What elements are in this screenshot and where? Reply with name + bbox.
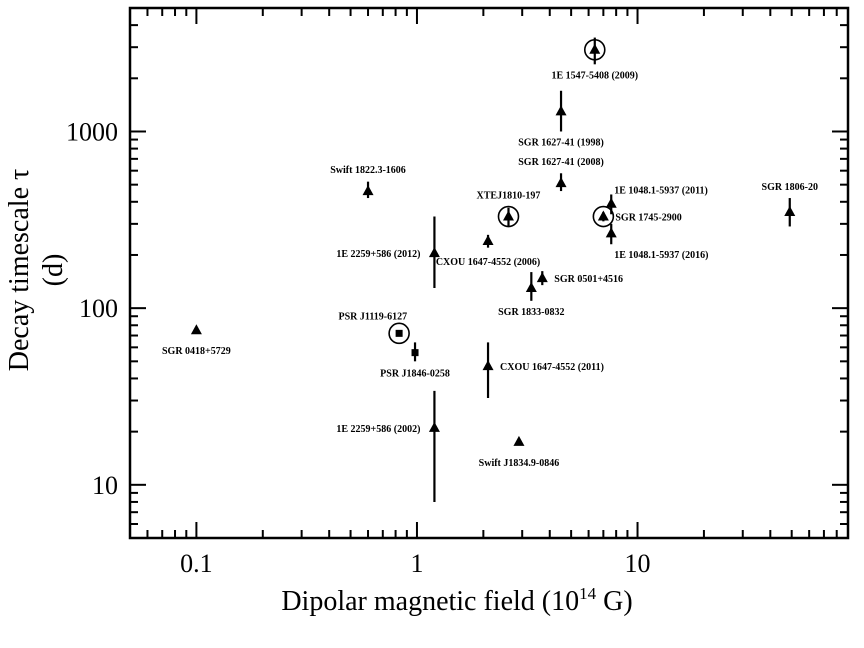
data-point [525,272,537,301]
point-label: Swift J1834.9-0846 [479,458,560,469]
data-point [555,90,567,132]
circle-highlight [592,205,615,228]
triangle-marker [482,360,494,371]
data-point [497,205,520,228]
circle-highlight [497,205,520,228]
x-tick-label: 1 [410,549,423,578]
y-tick-label: 10 [92,471,118,500]
triangle-marker [525,282,537,293]
x-tick-label: 0.1 [180,549,213,578]
data-point [428,216,440,289]
triangle-marker [428,421,440,432]
data-points [190,37,796,502]
data-point [536,271,548,286]
data-point [428,390,440,502]
triangle-marker [482,234,494,245]
point-label: Swift 1822.3-1606 [330,165,406,176]
y-tick-label: 1000 [66,117,118,146]
triangle-marker [784,206,796,217]
y-axis-title-line2: (d) [38,254,69,287]
triangle-marker [605,227,617,238]
plot-frame [128,6,850,540]
square-marker [411,349,419,357]
point-labels: 1E 1547-5408 (2009) SGR 1627-41 (1998) Swi… [162,70,818,469]
circle-highlight [583,38,606,61]
point-label: 1E 1048.1-5937 (2016) [614,250,708,261]
x-axis: 0.1 1 10 [129,8,849,578]
point-label: PSR J1846-0258 [380,369,450,380]
data-point [784,198,796,227]
triangle-marker [597,210,609,221]
data-point [411,342,419,362]
point-label: SGR 1745-2900 [615,213,681,224]
data-point [482,234,494,248]
point-label: XTEJ1810-197 [477,191,541,202]
y-tick-label: 100 [79,294,118,323]
point-label: SGR 1806-20 [762,182,818,193]
triangle-marker [513,435,525,446]
point-label: 1E 1048.1-5937 (2011) [614,185,708,196]
triangle-marker [502,210,514,221]
data-point [190,324,202,335]
y-axis: 10 100 1000 [66,7,848,539]
circle-highlight [388,322,410,345]
triangle-marker [555,177,567,188]
triangle-marker [190,324,202,335]
y-axis-title-line1: Decay timescale τ [4,169,35,371]
point-label: CXOU 1647-4552 (2006) [436,257,540,268]
triangle-marker [536,272,548,283]
triangle-marker [428,247,440,258]
square-marker [395,329,403,337]
point-label: SGR 0501+4516 [554,274,623,285]
triangle-marker [362,185,374,196]
point-label: SGR 1833-0832 [498,307,564,318]
point-label: SGR 1627-41 (1998) [518,137,604,148]
triangle-marker [589,43,601,54]
point-label: 1E 1547-5408 (2009) [551,70,638,81]
point-label: SGR 0418+5729 [162,346,231,357]
data-point [583,37,606,65]
plot-area [128,6,850,540]
x-tick-label: 10 [625,549,651,578]
point-label: 1E 2259+586 (2012) [336,249,420,260]
y-axis-title-group: Decay timescale τ (d) [4,169,69,371]
data-point [362,181,374,199]
point-label: CXOU 1647-4552 (2011) [500,362,604,373]
data-point [513,435,525,446]
point-label: SGR 1627-41 (2008) [518,157,604,168]
data-point [605,223,617,245]
x-axis-title: Dipolar magnetic field (1014 G) [281,584,632,617]
data-point [388,322,410,345]
point-label: PSR J1119-6127 [338,311,407,322]
data-point [555,173,567,192]
data-point [482,342,494,399]
triangle-marker [605,197,617,208]
point-label: 1E 2259+586 (2002) [336,424,420,435]
data-point [592,205,615,228]
triangle-marker [555,105,567,116]
